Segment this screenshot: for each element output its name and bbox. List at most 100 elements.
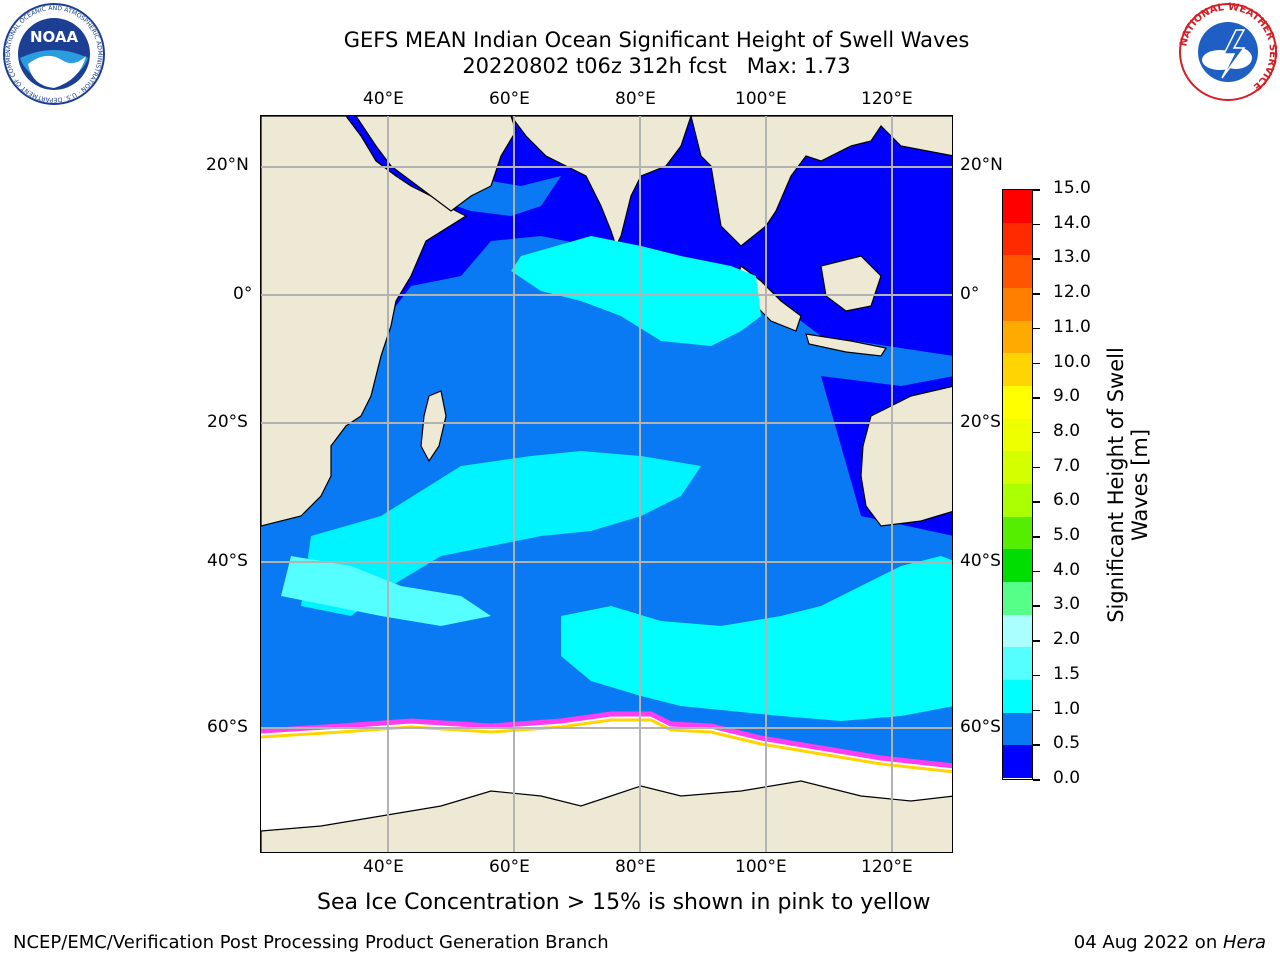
chart-title: GEFS MEAN Indian Ocean Significant Heigh…	[343, 28, 970, 52]
chart-subtitle: 20220802 t06z 312h fcst Max: 1.73	[462, 54, 851, 78]
colorbar-segment	[1003, 549, 1032, 582]
colorbar-segment	[1003, 385, 1032, 419]
colorbar-tick-mark	[1033, 570, 1040, 573]
lat-tick-left-40s: 40°S	[207, 551, 248, 571]
lat-tick-right-20n: 20°N	[960, 155, 1003, 175]
colorbar-segment	[1003, 353, 1032, 386]
land-madagascar	[420, 390, 447, 463]
swell-region-equatorial	[511, 236, 761, 346]
colorbar-tick-mark	[1033, 362, 1040, 365]
sea-ice-edge-pink	[261, 711, 952, 769]
colorbar-tick-mark	[1033, 327, 1040, 330]
colorbar-segment	[1003, 581, 1032, 615]
lat-tick-left-20s: 20°S	[207, 412, 248, 432]
colorbar-tick-mark	[1033, 466, 1040, 469]
swell-region-south-1	[301, 451, 701, 616]
colorbar-tick-mark	[1033, 640, 1040, 642]
colorbar-segment	[1003, 745, 1032, 778]
colorbar-tick-label: 9.0	[1053, 386, 1081, 407]
map-svg	[261, 116, 952, 852]
footer-date-text: 04 Aug 2022 on	[1073, 932, 1223, 953]
colorbar-tick-label: 2.0	[1053, 629, 1081, 650]
colorbar-segment	[1003, 418, 1032, 452]
lat-tick-left-20n: 20°N	[206, 155, 249, 175]
land-java	[805, 333, 887, 357]
colorbar-tick-label: 5.0	[1053, 525, 1081, 546]
colorbar-tick-mark	[1033, 501, 1040, 503]
land-india	[510, 116, 692, 248]
lat-tick-right-0: 0°	[960, 284, 980, 304]
lon-tick-top-100e: 100°E	[735, 89, 787, 109]
lon-tick-top-40e: 40°E	[363, 89, 404, 109]
colorbar-tick-label: 14.0	[1053, 212, 1091, 233]
colorbar-tick-mark	[1033, 431, 1040, 434]
colorbar-tick-label: 4.0	[1053, 559, 1081, 580]
lon-tick-bottom-120e: 120°E	[861, 857, 913, 877]
swell-region-west	[281, 556, 491, 626]
colorbar-tick-mark	[1033, 223, 1040, 226]
colorbar	[1002, 189, 1033, 780]
lat-tick-right-20s: 20°S	[960, 412, 1001, 432]
lat-tick-right-40s: 40°S	[960, 551, 1001, 571]
colorbar-segment	[1003, 222, 1032, 256]
colorbar-tick-label: 3.0	[1053, 594, 1081, 615]
colorbar-tick-label: 11.0	[1053, 316, 1091, 337]
footer-date: 04 Aug 2022 on Hera	[1074, 932, 1266, 953]
nws-logo: NATIONAL WEATHER SERVICE	[1178, 2, 1278, 101]
land-antarctica	[261, 780, 952, 852]
sea-ice-caption: Sea Ice Concentration > 15% is shown in …	[317, 890, 931, 915]
colorbar-segment	[1003, 712, 1032, 746]
colorbar-tick-label: 13.0	[1053, 247, 1091, 268]
colorbar-tick-label: 0.0	[1053, 768, 1081, 788]
colorbar-segment	[1003, 614, 1032, 648]
colorbar-segment	[1003, 287, 1032, 321]
colorbar-segment	[1003, 255, 1032, 288]
colorbar-label-line2: Waves [m]	[1128, 428, 1152, 542]
lon-tick-top-80e: 80°E	[615, 89, 656, 109]
colorbar-tick-mark	[1033, 709, 1040, 712]
footer-host: Hera	[1222, 932, 1266, 953]
colorbar-tick-mark	[1033, 605, 1040, 607]
colorbar-tick-mark	[1033, 189, 1040, 191]
lon-tick-bottom-80e: 80°E	[615, 857, 656, 877]
colorbar-segment	[1003, 320, 1032, 354]
lat-tick-left-60s: 60°S	[207, 717, 248, 737]
colorbar-tick-label: 12.0	[1053, 282, 1091, 303]
colorbar-segment	[1003, 483, 1032, 517]
colorbar-tick-label: 10.0	[1053, 351, 1091, 372]
colorbar-label-line1: Significant Height of Swell	[1104, 347, 1128, 623]
map-area	[260, 115, 953, 853]
colorbar-tick-label: 0.5	[1053, 733, 1081, 754]
colorbar-segment	[1003, 190, 1032, 223]
lon-tick-bottom-100e: 100°E	[735, 857, 787, 877]
noaa-logo: NATIONAL OCEANIC AND ATMOSPHERIC ADMINIS…	[2, 2, 105, 105]
lon-tick-bottom-40e: 40°E	[363, 857, 404, 877]
colorbar-segment	[1003, 647, 1032, 680]
lat-tick-right-60s: 60°S	[960, 717, 1001, 737]
footer-credit: NCEP/EMC/Verification Post Processing Pr…	[13, 932, 609, 953]
colorbar-segment	[1003, 516, 1032, 550]
colorbar-tick-mark	[1033, 293, 1040, 295]
colorbar-tick-mark	[1033, 258, 1040, 260]
colorbar-tick-mark	[1033, 536, 1040, 538]
colorbar-segment	[1003, 451, 1032, 484]
colorbar-tick-label: 6.0	[1053, 490, 1081, 511]
lon-tick-top-120e: 120°E	[861, 89, 913, 109]
colorbar-tick-mark	[1033, 744, 1040, 746]
colorbar-tick-mark	[1033, 779, 1040, 781]
colorbar-tick-mark	[1033, 397, 1040, 399]
lon-tick-top-60e: 60°E	[489, 89, 530, 109]
graticule	[261, 116, 952, 852]
noaa-logo-text: NOAA	[30, 28, 79, 46]
swell-region-south-2	[561, 556, 952, 721]
land-australia	[860, 385, 952, 527]
colorbar-tick-label: 8.0	[1053, 420, 1081, 441]
colorbar-segment	[1003, 679, 1032, 713]
colorbar-tick-label: 7.0	[1053, 455, 1081, 476]
colorbar-label: Significant Height of Swell Waves [m]	[1104, 347, 1152, 623]
colorbar-tick-label: 1.5	[1053, 663, 1081, 684]
lon-tick-bottom-60e: 60°E	[489, 857, 530, 877]
colorbar-tick-label: 1.0	[1053, 698, 1081, 719]
colorbar-tick-label: 15.0	[1053, 178, 1091, 198]
lat-tick-left-0: 0°	[233, 284, 253, 304]
